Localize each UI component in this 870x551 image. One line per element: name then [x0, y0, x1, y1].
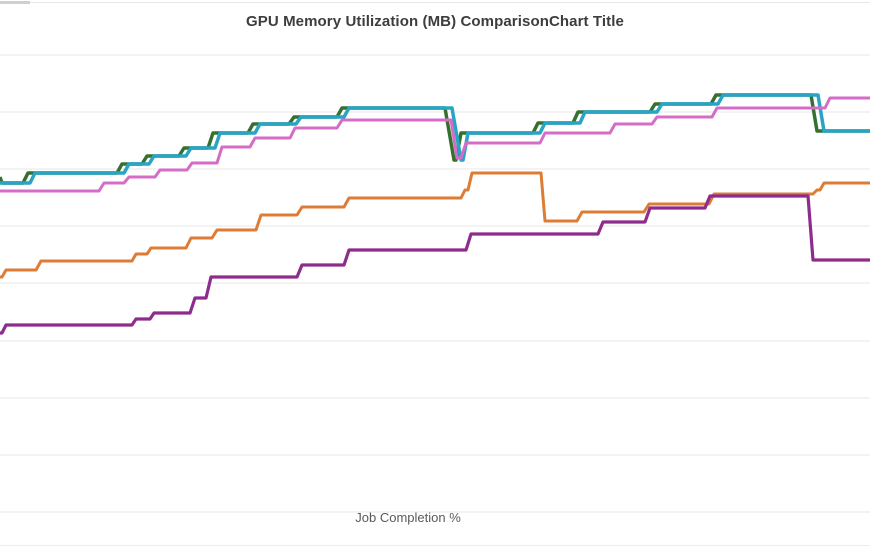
series-pink-line [0, 96, 870, 193]
x-axis-label: Job Completion % [355, 510, 461, 525]
series-orange-line [0, 171, 870, 279]
top-border-accent [0, 1, 30, 4]
top-border [0, 2, 870, 3]
series-teal-line [0, 93, 870, 185]
chart-title: GPU Memory Utilization (MB) ComparisonCh… [246, 13, 624, 30]
bottom-border [0, 545, 870, 546]
series-purple-line [0, 194, 870, 335]
